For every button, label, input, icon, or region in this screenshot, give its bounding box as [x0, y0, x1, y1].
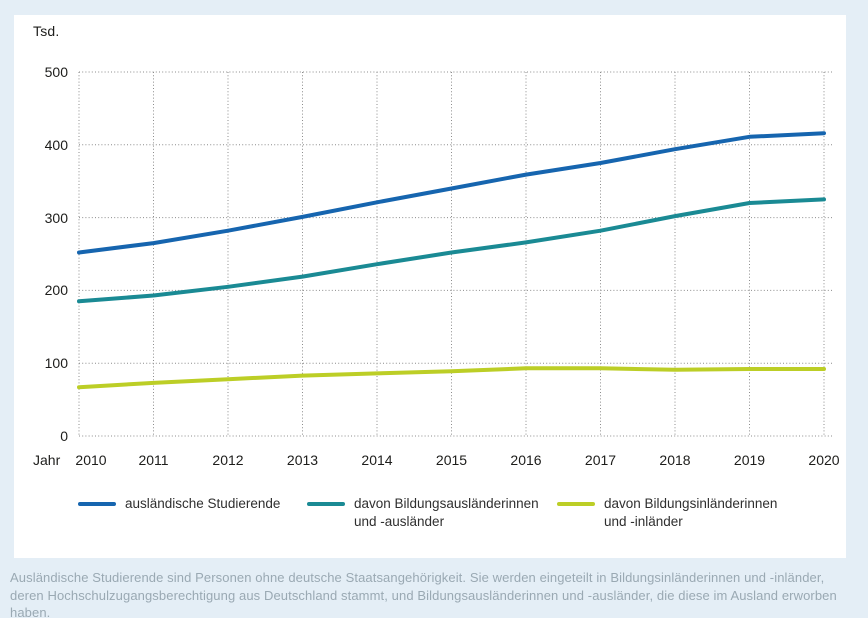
- y-tick-label: 300: [44, 209, 68, 226]
- x-tick-label: 2015: [435, 452, 468, 468]
- y-tick-label: 400: [44, 136, 68, 153]
- series-line-1: [77, 197, 826, 304]
- legend-item-auslaendische-studierende: ausländische Studierende: [78, 495, 280, 513]
- series-line-2: [77, 366, 826, 390]
- footnote-text: Ausländische Studierende sind Personen o…: [10, 570, 837, 618]
- x-tick-label: 2016: [510, 452, 542, 468]
- x-tick-label: 2019: [733, 452, 766, 468]
- legend-swatch-line-icon: [78, 502, 116, 506]
- legend-label-line1: davon Bildungsinländerinnen: [604, 496, 778, 511]
- x-tick-label: 2011: [138, 452, 169, 468]
- y-tick-label: 0: [60, 428, 68, 444]
- x-tick-label: 2017: [584, 452, 617, 468]
- series-line-0: [77, 131, 826, 255]
- x-tick-label: 2014: [361, 452, 393, 468]
- legend-label: davon Bildungsausländerinnen und -auslän…: [354, 495, 539, 531]
- legend-label-line1: ausländische Studierende: [125, 496, 281, 511]
- x-tick-label: 2012: [212, 452, 244, 468]
- legend-label-line1: davon Bildungsausländerinnen: [354, 496, 539, 511]
- legend-label-line2: und -inländer: [604, 514, 683, 529]
- y-tick-label: 200: [44, 282, 68, 299]
- x-tick-label: 2018: [659, 452, 691, 468]
- chart-panel: Tsd. 0 100 200 300 400 500 2010 2011 2012 2013 201…: [14, 15, 846, 558]
- legend-label: ausländische Studierende: [125, 495, 280, 513]
- legend-swatch-line-icon: [307, 502, 345, 506]
- x-tick-label: 2013: [286, 452, 319, 468]
- legend-item-bildungsauslaender: davon Bildungsausländerinnen und -auslän…: [307, 495, 539, 531]
- legend-swatch-line-icon: [557, 502, 595, 506]
- x-tick-label: 2010: [75, 452, 107, 468]
- y-axis-unit-label: Tsd.: [33, 23, 60, 39]
- x-axis-title: Jahr: [33, 452, 61, 468]
- legend-item-bildungsinlaender: davon Bildungsinländerinnen und -inlände…: [557, 495, 777, 531]
- y-tick-label: 100: [44, 355, 68, 372]
- line-chart: [77, 71, 834, 437]
- x-tick-label: 2020: [808, 452, 840, 468]
- legend-label: davon Bildungsinländerinnen und -inlände…: [604, 495, 777, 531]
- y-tick-label: 500: [44, 64, 68, 80]
- legend-label-line2: und -ausländer: [354, 514, 445, 529]
- chart-legend: ausländische Studierende davon Bildungsa…: [14, 495, 846, 551]
